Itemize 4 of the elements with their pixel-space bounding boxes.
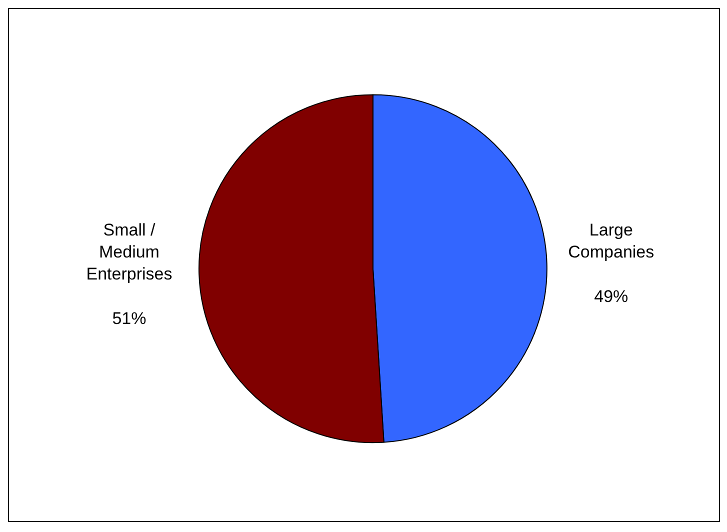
slice-label: Large Companies xyxy=(568,220,654,262)
data-label: 49% xyxy=(594,286,628,306)
slice-label: Small / Medium Enterprises xyxy=(86,220,172,284)
data-label: 51% xyxy=(112,308,146,328)
